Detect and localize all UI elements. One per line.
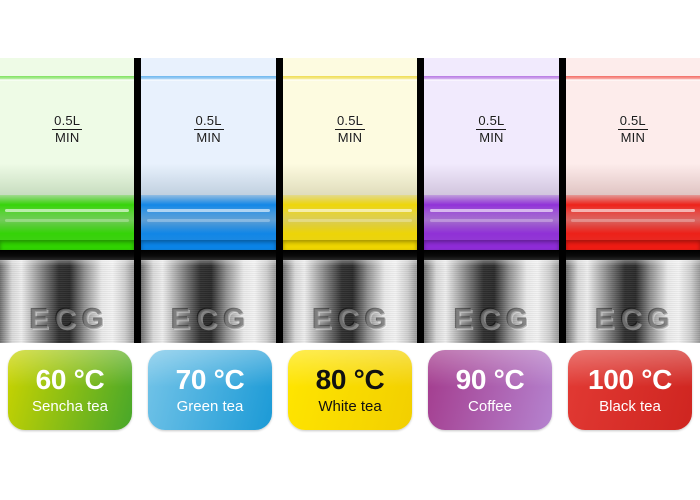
steel-top-glint: [565, 260, 700, 266]
badge-temperature: 90 °C: [455, 363, 525, 395]
min-marking-volume: 0.5L: [617, 113, 648, 130]
min-marking-label: MIN: [620, 130, 646, 145]
min-marking-label: MIN: [54, 130, 80, 145]
liquid-body: [0, 195, 135, 250]
min-fill-marking: 0.5L MIN: [566, 114, 700, 145]
liquid-base-band: [565, 240, 700, 250]
badge-cell: 80 °C White tea: [280, 350, 420, 432]
glass-steel-seam: [565, 250, 700, 260]
badge-temperature: 100 °C: [587, 363, 673, 395]
min-fill-marking: 0.5L MIN: [141, 114, 275, 145]
glass-section: 0.5L MIN: [565, 58, 700, 250]
min-marking-label: MIN: [337, 130, 363, 145]
liquid-glare: [5, 209, 130, 212]
glass-steel-seam: [282, 250, 418, 260]
bottle-panel: 0.5L MIN ECG: [0, 58, 135, 343]
min-marking-label: MIN: [479, 130, 504, 145]
glass-rim-line: [282, 76, 418, 81]
temperature-preset-badge[interactable]: 90 °C Coffee: [428, 350, 552, 430]
bottle-strip-row: 0.5L MIN ECG 0.5L MIN ECG 0.5L MIN ECG 0.5L MIN ECG…: [0, 58, 700, 343]
badge-beverage-name: Sencha tea: [32, 397, 108, 415]
badge-temperature: 70 °C: [175, 363, 245, 395]
badge-beverage-name: Coffee: [468, 397, 512, 415]
ecg-brand-logo: ECG: [29, 304, 111, 336]
bottle-panel: 0.5L MIN ECG: [424, 58, 559, 343]
liquid-glare: [288, 209, 412, 212]
liquid-body: [141, 195, 276, 250]
glass-rim-line: [141, 76, 276, 81]
glass-steel-seam: [0, 250, 135, 260]
glass-section: 0.5L MIN: [0, 58, 135, 250]
glass-section: 0.5L MIN: [141, 58, 276, 250]
liquid-base-band: [424, 240, 559, 250]
badge-beverage-name: White tea: [318, 397, 382, 415]
temperature-preset-badge[interactable]: 60 °C Sencha tea: [8, 350, 132, 430]
min-marking-volume: 0.5L: [476, 113, 507, 130]
steel-top-glint: [141, 260, 276, 266]
liquid-glare: [571, 219, 695, 222]
glass-section: 0.5L MIN: [282, 58, 418, 250]
stainless-steel-base: ECG: [0, 260, 135, 343]
glass-rim-line: [0, 76, 135, 81]
liquid-base-band: [282, 240, 418, 250]
min-marking-label: MIN: [196, 130, 221, 145]
liquid-glare: [429, 219, 554, 222]
glass-section: 0.5L MIN: [424, 58, 559, 250]
liquid-glare: [288, 219, 412, 222]
bottle-panel: 0.5L MIN ECG: [565, 58, 700, 343]
min-fill-marking: 0.5L MIN: [0, 114, 134, 145]
glass-rim-line: [565, 76, 700, 81]
liquid-body: [282, 195, 418, 250]
temperature-preset-badge[interactable]: 80 °C White tea: [288, 350, 412, 430]
stainless-steel-base: ECG: [424, 260, 559, 343]
ecg-brand-logo: ECG: [454, 304, 535, 336]
min-marking-volume: 0.5L: [52, 113, 83, 130]
glass-steel-seam: [141, 250, 276, 260]
liquid-base-band: [141, 240, 276, 250]
glass-steel-seam: [424, 250, 559, 260]
ecg-brand-logo: ECG: [595, 304, 677, 336]
temperature-preset-badge[interactable]: 100 °C Black tea: [568, 350, 692, 430]
temperature-badge-row: 60 °C Sencha tea 70 °C Green tea 80 °C White …: [0, 350, 700, 432]
liquid-glare: [146, 219, 271, 222]
min-marking-volume: 0.5L: [193, 113, 224, 130]
badge-cell: 100 °C Black tea: [560, 350, 700, 432]
badge-beverage-name: Green tea: [176, 397, 244, 415]
stainless-steel-base: ECG: [565, 260, 700, 343]
badge-temperature: 60 °C: [35, 363, 105, 395]
steel-top-glint: [282, 260, 418, 266]
liquid-glare: [571, 209, 695, 212]
steel-top-glint: [424, 260, 559, 266]
liquid-glare: [5, 219, 130, 222]
liquid-body: [565, 195, 700, 250]
badge-cell: 90 °C Coffee: [420, 350, 560, 432]
glass-rim-line: [424, 76, 559, 81]
min-fill-marking: 0.5L MIN: [283, 114, 417, 145]
stainless-steel-base: ECG: [141, 260, 276, 343]
bottle-panel: 0.5L MIN ECG: [141, 58, 276, 343]
stainless-steel-base: ECG: [282, 260, 418, 343]
badge-temperature: 80 °C: [315, 363, 385, 395]
min-marking-volume: 0.5L: [334, 113, 366, 130]
liquid-body: [424, 195, 559, 250]
badge-cell: 70 °C Green tea: [140, 350, 280, 432]
liquid-glare: [429, 209, 554, 212]
badge-beverage-name: Black tea: [599, 397, 661, 415]
liquid-glare: [146, 209, 271, 212]
ecg-brand-logo: ECG: [171, 304, 253, 336]
temperature-preset-badge[interactable]: 70 °C Green tea: [148, 350, 272, 430]
bottle-panel: 0.5L MIN ECG: [282, 58, 418, 343]
badge-cell: 60 °C Sencha tea: [0, 350, 140, 432]
min-fill-marking: 0.5L MIN: [424, 114, 558, 145]
steel-top-glint: [0, 260, 135, 266]
ecg-brand-logo: ECG: [312, 304, 394, 336]
liquid-base-band: [0, 240, 135, 250]
